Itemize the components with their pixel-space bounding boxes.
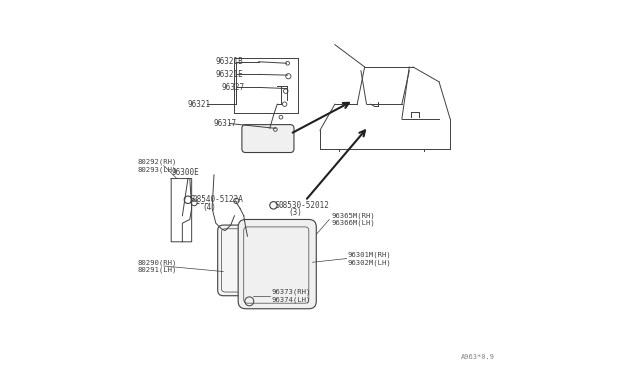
Text: 08530-52012: 08530-52012 bbox=[278, 201, 329, 210]
Text: 80290(RH): 80290(RH) bbox=[138, 259, 177, 266]
Text: 08540-5122A: 08540-5122A bbox=[193, 195, 244, 204]
Text: 96321: 96321 bbox=[188, 100, 211, 109]
Text: 96317: 96317 bbox=[214, 119, 237, 128]
Text: 96366M(LH): 96366M(LH) bbox=[331, 220, 375, 227]
FancyBboxPatch shape bbox=[242, 125, 294, 153]
Text: (3): (3) bbox=[289, 208, 302, 217]
Text: 96300E: 96300E bbox=[172, 169, 199, 177]
Text: 96374(LH): 96374(LH) bbox=[271, 296, 311, 303]
Text: 80292(RH): 80292(RH) bbox=[138, 158, 177, 165]
Text: 96373(RH): 96373(RH) bbox=[271, 289, 311, 295]
Text: 96365M(RH): 96365M(RH) bbox=[331, 212, 375, 219]
Text: S: S bbox=[275, 201, 280, 210]
Text: 80291(LH): 80291(LH) bbox=[138, 266, 177, 273]
Text: 80293(LH): 80293(LH) bbox=[138, 166, 177, 173]
Text: 96302M(LH): 96302M(LH) bbox=[348, 259, 392, 266]
Text: 96321B: 96321B bbox=[216, 57, 244, 66]
Text: (4): (4) bbox=[203, 203, 217, 212]
Text: S: S bbox=[189, 195, 194, 204]
FancyBboxPatch shape bbox=[238, 219, 316, 309]
Text: 96327: 96327 bbox=[221, 83, 244, 92]
Text: A963*0.9: A963*0.9 bbox=[461, 354, 495, 360]
FancyBboxPatch shape bbox=[218, 225, 277, 296]
Text: 96301M(RH): 96301M(RH) bbox=[348, 251, 392, 258]
Text: 96321E: 96321E bbox=[216, 70, 244, 79]
